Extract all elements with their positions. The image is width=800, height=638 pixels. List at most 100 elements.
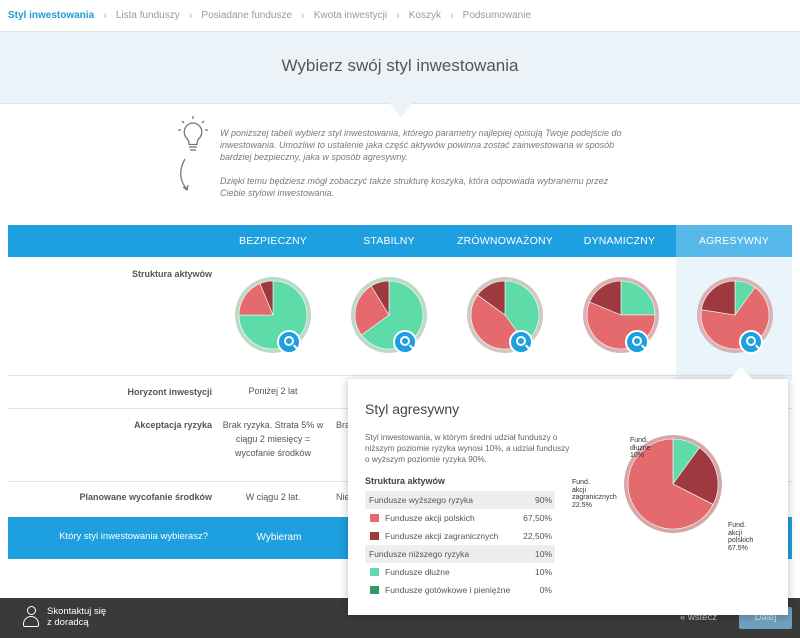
intro-paragraph: Dzięki temu będziesz mógł zobaczyć także… [220,176,609,198]
zoom-button[interactable] [393,330,417,354]
popup-subtitle: Struktura aktywów [365,476,446,486]
search-icon [400,336,410,346]
pie-label-line: 22.5% [572,501,592,509]
zoom-button[interactable] [739,330,763,354]
style-pie-agresywny [696,276,774,354]
breadcrumb-item-posiadane-fundusze[interactable]: Posiadane fundusze [201,10,293,21]
legend-swatch [370,532,379,540]
allocation-item-row: Fundusze akcji zagranicznych 22,50% [365,527,555,545]
allocation-pie-chart [624,435,722,533]
pie-label-line: Fund. [630,437,648,444]
pie-slice [672,447,719,505]
pie-slice [370,280,390,317]
allocation-item-row: Fundusze akcji polskich 67,50% [365,509,555,527]
pie-label-line: Fund. [572,479,590,486]
back-link[interactable]: « wstecz [680,612,717,623]
column-header-zrownowazony[interactable]: ZRÓWNOWAŻONY [457,235,553,247]
allocation-value: 67,50% [523,513,552,523]
allocation-label: Fundusze gotówkowe i pieniężne [385,585,511,595]
styles-table-header: BEZPIECZNY STABILNY ZRÓWNOWAŻONY DYNAMIC… [8,225,792,257]
allocation-label: Fundusze akcji zagranicznych [385,531,499,541]
row-label-ryzyko: Akceptacja ryzyka [133,420,212,430]
popup-pointer [729,367,753,380]
select-question: Który styl inwestowania wybierasz? [59,531,208,542]
legend-swatch [370,514,379,522]
lightbulb-icon [178,116,208,192]
contact-line: z doradcą [47,617,89,628]
breadcrumb-item-styl-inwestowania[interactable]: Styl inwestowania [8,10,95,21]
breadcrumb-separator-icon: › [103,9,107,22]
breadcrumb-separator-icon: › [396,9,400,22]
risk-value: Brak ryzyka. Strata 5% w ciągu 2 miesięc… [222,420,324,458]
breadcrumb-separator-icon: › [188,9,193,22]
row-label-horyzont: Horyzont inwestycji [127,387,212,397]
popup-description: Styl inwestowania, w którym średni udzia… [365,433,570,464]
person-icon [22,606,40,628]
style-pie-stabilny [350,276,428,354]
zoom-button[interactable] [277,330,301,354]
header-notch [389,103,413,117]
pie-label-line: Fund. [728,522,746,529]
pie-slice [477,280,506,316]
breadcrumb-item-koszyk[interactable]: Koszyk [408,10,441,21]
pie-slice [259,280,274,316]
pie-slice [701,280,736,316]
breadcrumb-item-podsumowanie[interactable]: Podsumowanie [462,10,532,21]
column-header-agresywny[interactable]: AGRESYWNY [676,225,792,257]
breadcrumb-separator-icon: › [301,9,305,22]
pie-label-polish: Fund. akcji polskich 67.5% [728,522,753,552]
pie-slice [620,280,656,316]
row-divider [8,375,792,376]
pie-label-line: akcji [728,529,743,537]
column-header-dynamiczny[interactable]: DYNAMICZNY [583,235,656,247]
breadcrumb-separator-icon: › [449,9,454,22]
allocation-value: 10% [534,549,552,559]
zoom-button[interactable] [509,330,533,354]
pie-label-line: polskich [728,537,754,544]
allocation-value: 0% [539,585,552,595]
row-label-struktura: Struktura aktywów [131,269,212,279]
style-pie-zrownowazony [466,276,544,354]
pie-label-foreign: Fund. akcji zagranicznych 22.5% [572,479,617,509]
allocation-value: 22,50% [523,531,552,541]
breadcrumb-item-kwota-inwestycji[interactable]: Kwota inwestycji [313,10,388,21]
style-pie-dynamiczny [582,276,660,354]
pie-label-line: 10% [630,452,645,459]
search-icon [284,336,294,346]
breadcrumb: Styl inwestowania › Lista funduszy › Pos… [0,0,800,32]
allocation-group-row: Fundusze niższego ryzyka 10% [365,545,555,563]
pie-label-line: zagranicznych [572,494,617,501]
contact-advisor-label: Skontaktuj się z doradcą [47,606,106,628]
pie-slice [589,280,622,316]
page-title: Wybierz swój styl inwestowania [281,56,519,75]
allocation-label: Fundusze akcji polskich [385,513,475,523]
contact-advisor-button[interactable]: Skontaktuj się z doradcą [22,606,106,628]
pie-slice [627,438,714,530]
search-icon [632,336,642,346]
allocation-value: 10% [534,567,552,577]
page-header: Wybierz swój styl inwestowania [0,32,800,104]
withdrawal-value: W ciągu 2 lat. [245,492,301,502]
style-details-popup: Styl agresywny Styl inwestowania, w któr… [348,379,788,615]
choose-button-bezpieczny[interactable]: Wybieram [256,532,302,543]
contact-line: Skontaktuj się [47,606,107,617]
search-icon [746,336,756,346]
legend-swatch [370,568,379,576]
allocation-label: Fundusze dłużne [385,567,450,577]
intro-paragraph: W poniższej tabeli wybierz styl inwestow… [220,128,622,162]
pie-slice [354,285,390,336]
zoom-button[interactable] [625,330,649,354]
column-header-stabilny[interactable]: STABILNY [363,235,415,247]
pie-label-debt: Fund. dłużne 10% [630,437,651,460]
pie-slice [238,283,274,316]
pie-label-line: akcji [572,486,587,494]
intro-text: W poniższej tabeli wybierz styl inwestow… [220,127,630,211]
allocation-label: Fundusze niższego ryzyka [369,549,470,559]
pie-label-line: 67.5% [728,544,748,552]
allocation-group-row: Fundusze wyższego ryzyka 90% [365,491,555,509]
style-pie-bezpieczny [234,276,312,354]
column-header-bezpieczny[interactable]: BEZPIECZNY [239,235,307,247]
allocation-label: Fundusze wyższego ryzyka [369,495,473,505]
withdrawal-value: Nie [336,492,350,502]
breadcrumb-item-lista-funduszy[interactable]: Lista funduszy [115,10,180,21]
